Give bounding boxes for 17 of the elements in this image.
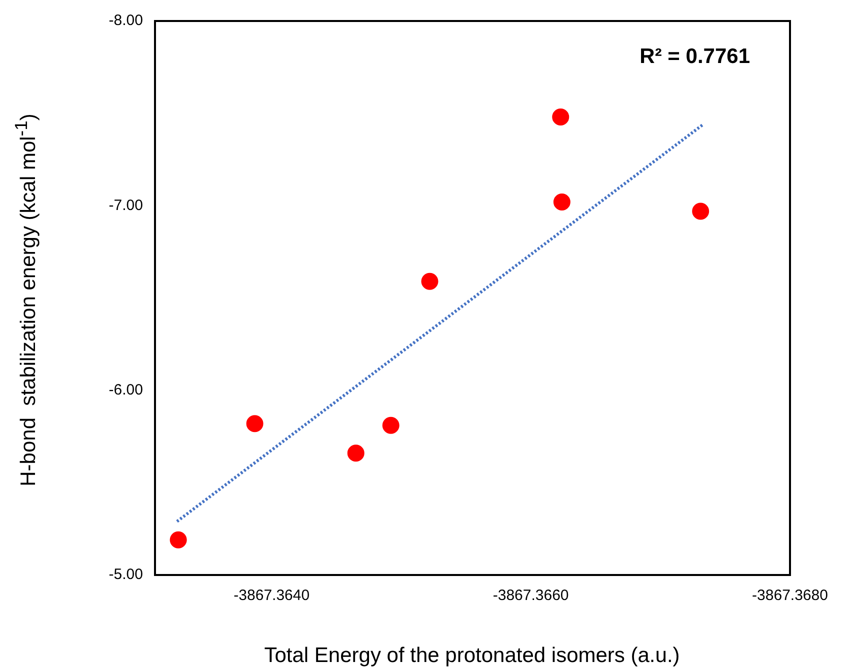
y-tick-label: -7.00 bbox=[108, 196, 143, 214]
point bbox=[692, 202, 710, 220]
x-tick-label: -3867.3680 bbox=[752, 587, 828, 604]
point bbox=[421, 272, 438, 290]
x-tick-label: -3867.3640 bbox=[234, 587, 310, 604]
point bbox=[246, 415, 264, 432]
y-tick-label: -6.00 bbox=[108, 381, 143, 398]
x-axis-title: Total Energy of the protonated isomers (a.u.) bbox=[264, 644, 680, 668]
annotation: R² = 0.7761 bbox=[640, 45, 750, 69]
point bbox=[170, 531, 187, 548]
y-tick-label: -5.00 bbox=[108, 566, 143, 584]
x-tick-label: -3867.3660 bbox=[492, 587, 569, 604]
y-tick-label: -8.00 bbox=[108, 12, 143, 30]
point bbox=[552, 108, 570, 126]
point bbox=[382, 416, 400, 434]
point bbox=[347, 444, 364, 462]
point bbox=[553, 193, 570, 210]
